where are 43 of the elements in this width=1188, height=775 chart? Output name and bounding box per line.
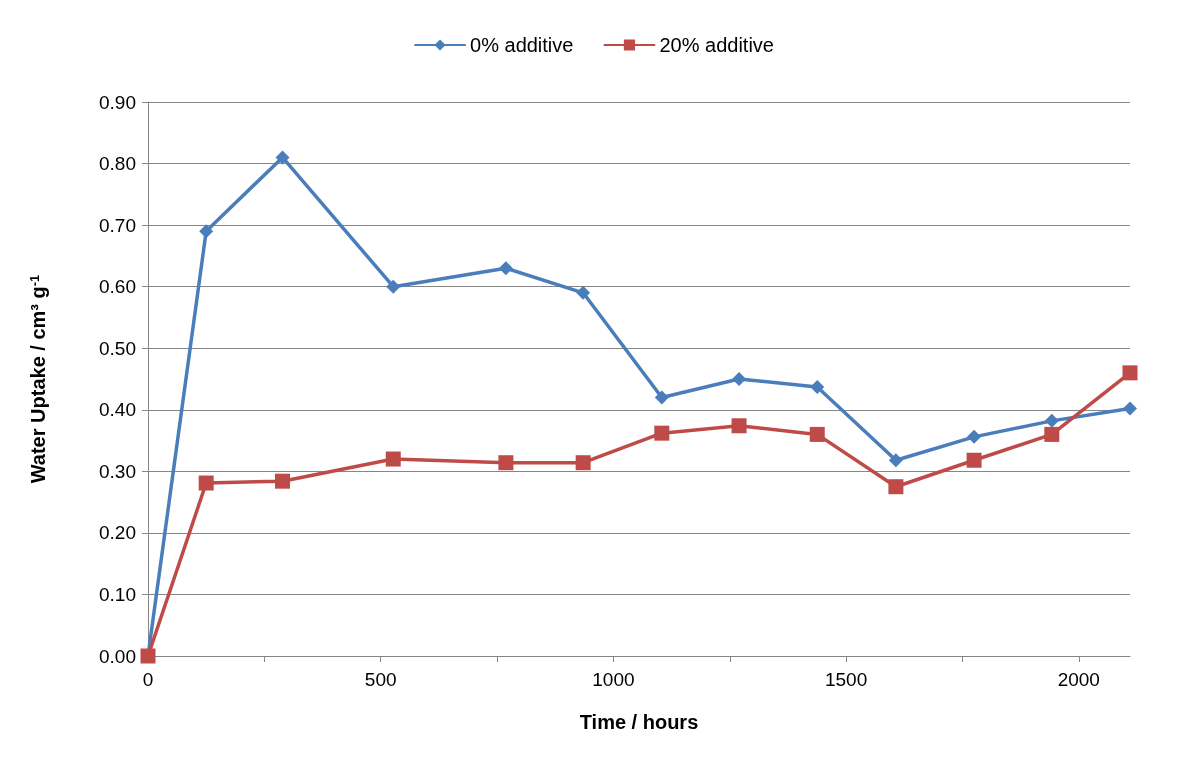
point <box>654 390 669 405</box>
point <box>576 285 591 300</box>
y-tick-label: 0.90 <box>99 91 136 113</box>
y-tick-label: 0.30 <box>99 460 136 482</box>
y-tick-label: 0.50 <box>99 337 136 359</box>
point <box>498 455 514 471</box>
point <box>967 429 982 444</box>
y-tick-label: 0.40 <box>99 399 136 421</box>
point <box>966 452 982 468</box>
x-tick-label: 2000 <box>1057 669 1100 690</box>
y-tick-label: 0.10 <box>99 583 136 605</box>
point <box>731 418 747 434</box>
point <box>888 479 904 495</box>
x-tick-label: 1500 <box>824 669 868 690</box>
point <box>654 425 670 441</box>
x-tick-label: 1000 <box>592 669 635 690</box>
x-axis-title: Time / hours <box>579 711 699 733</box>
point <box>198 475 214 491</box>
point <box>386 279 401 294</box>
y-tick-label: 0.80 <box>99 153 136 175</box>
point <box>732 372 747 386</box>
point <box>1044 413 1059 428</box>
legend-label: 0% additive <box>470 34 574 56</box>
y-tick-label: 0.00 <box>99 645 136 667</box>
point <box>385 451 401 467</box>
point <box>810 380 825 394</box>
y-tick-label: 0.70 <box>99 214 136 236</box>
legend-label: 20% additive <box>659 34 774 56</box>
point <box>809 426 825 442</box>
point <box>575 455 591 471</box>
point <box>1122 365 1138 381</box>
point <box>888 453 903 468</box>
point <box>199 224 214 239</box>
point <box>275 150 290 165</box>
point <box>498 261 513 276</box>
x-tick-label: 0 <box>142 669 154 690</box>
y-axis-title: Water Uptake / cm³ g-1 <box>27 274 49 484</box>
point <box>1044 426 1060 442</box>
y-tick-label: 0.20 <box>99 522 136 544</box>
x-tick-label: 500 <box>364 669 397 690</box>
point <box>1123 401 1137 416</box>
point <box>275 473 290 489</box>
y-tick-label: 0.60 <box>99 276 136 298</box>
